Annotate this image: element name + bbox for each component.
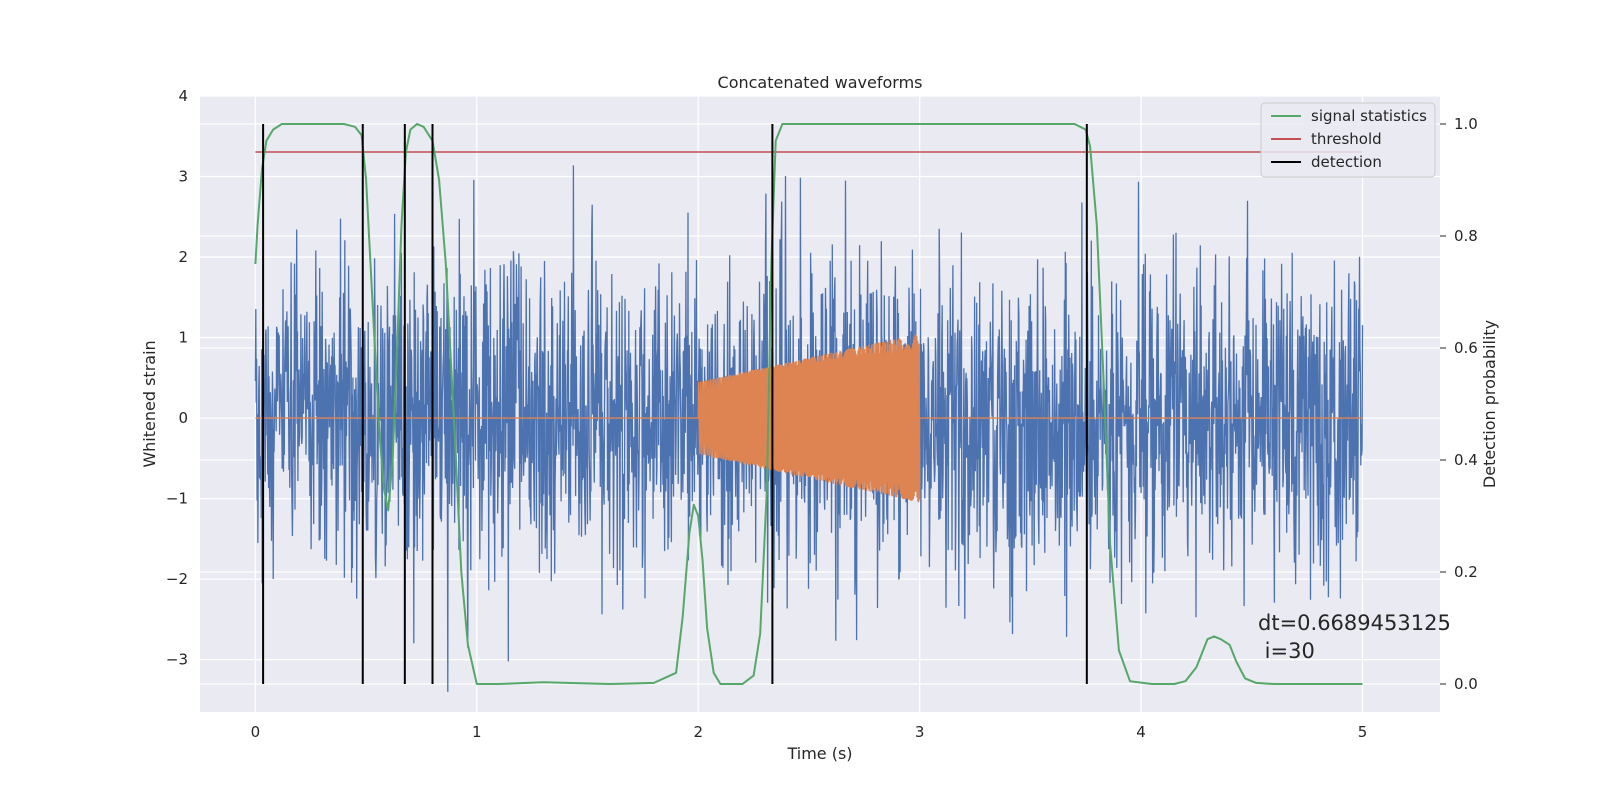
- y-axis-label: Whitened strain: [140, 340, 159, 467]
- x-axis-label: Time (s): [786, 744, 852, 763]
- y-tick-label: 2: [178, 248, 188, 266]
- y2-tick-label: 0.4: [1454, 451, 1478, 469]
- y2-tick-labels: 0.0 0.2 0.4 0.6 0.8 1.0: [1440, 115, 1478, 693]
- legend-label-detection: detection: [1311, 153, 1382, 171]
- y2-tick-label: 1.0: [1454, 115, 1478, 133]
- x-tick-label: 0: [251, 723, 261, 741]
- x-tick-label: 5: [1358, 723, 1368, 741]
- x-tick-label: 1: [472, 723, 482, 741]
- y2-axis-label: Detection probability: [1480, 320, 1499, 488]
- y-tick-label: −1: [166, 490, 188, 508]
- legend-box: [1260, 102, 1436, 178]
- y-tick-labels: −3 −2 −1 0 1 2 3 4: [166, 87, 188, 669]
- y2-tick-label: 0.0: [1454, 675, 1478, 693]
- legend-label-signal-statistics: signal statistics: [1311, 107, 1427, 125]
- chart-title: Concatenated waveforms: [718, 73, 923, 92]
- signal-statistics-line: [254, 123, 1363, 685]
- y2-tick-label: 0.6: [1454, 339, 1478, 357]
- y2-tick-label: 0.8: [1454, 227, 1478, 245]
- series-layer: [254, 123, 1364, 692]
- x-tick-label: 3: [915, 723, 925, 741]
- x-tick-label: 4: [1136, 723, 1146, 741]
- y-tick-label: 1: [178, 329, 188, 347]
- x-tick-label: 2: [693, 723, 703, 741]
- y-tick-label: 3: [178, 168, 188, 186]
- annotation-dt: dt=0.6689453125: [1258, 611, 1451, 635]
- injection-series-line: [255, 334, 1363, 503]
- y-tick-label: −2: [166, 570, 188, 588]
- x-tick-labels: 0 1 2 3 4 5: [251, 723, 1368, 741]
- legend: signal statistics threshold detection: [1260, 102, 1436, 178]
- y2-tick-label: 0.2: [1454, 563, 1478, 581]
- y-tick-label: 0: [178, 409, 188, 427]
- y-tick-label: −3: [166, 651, 188, 669]
- legend-label-threshold: threshold: [1311, 130, 1382, 148]
- y-tick-label: 4: [178, 87, 188, 105]
- annotation-i: i=30: [1258, 639, 1315, 663]
